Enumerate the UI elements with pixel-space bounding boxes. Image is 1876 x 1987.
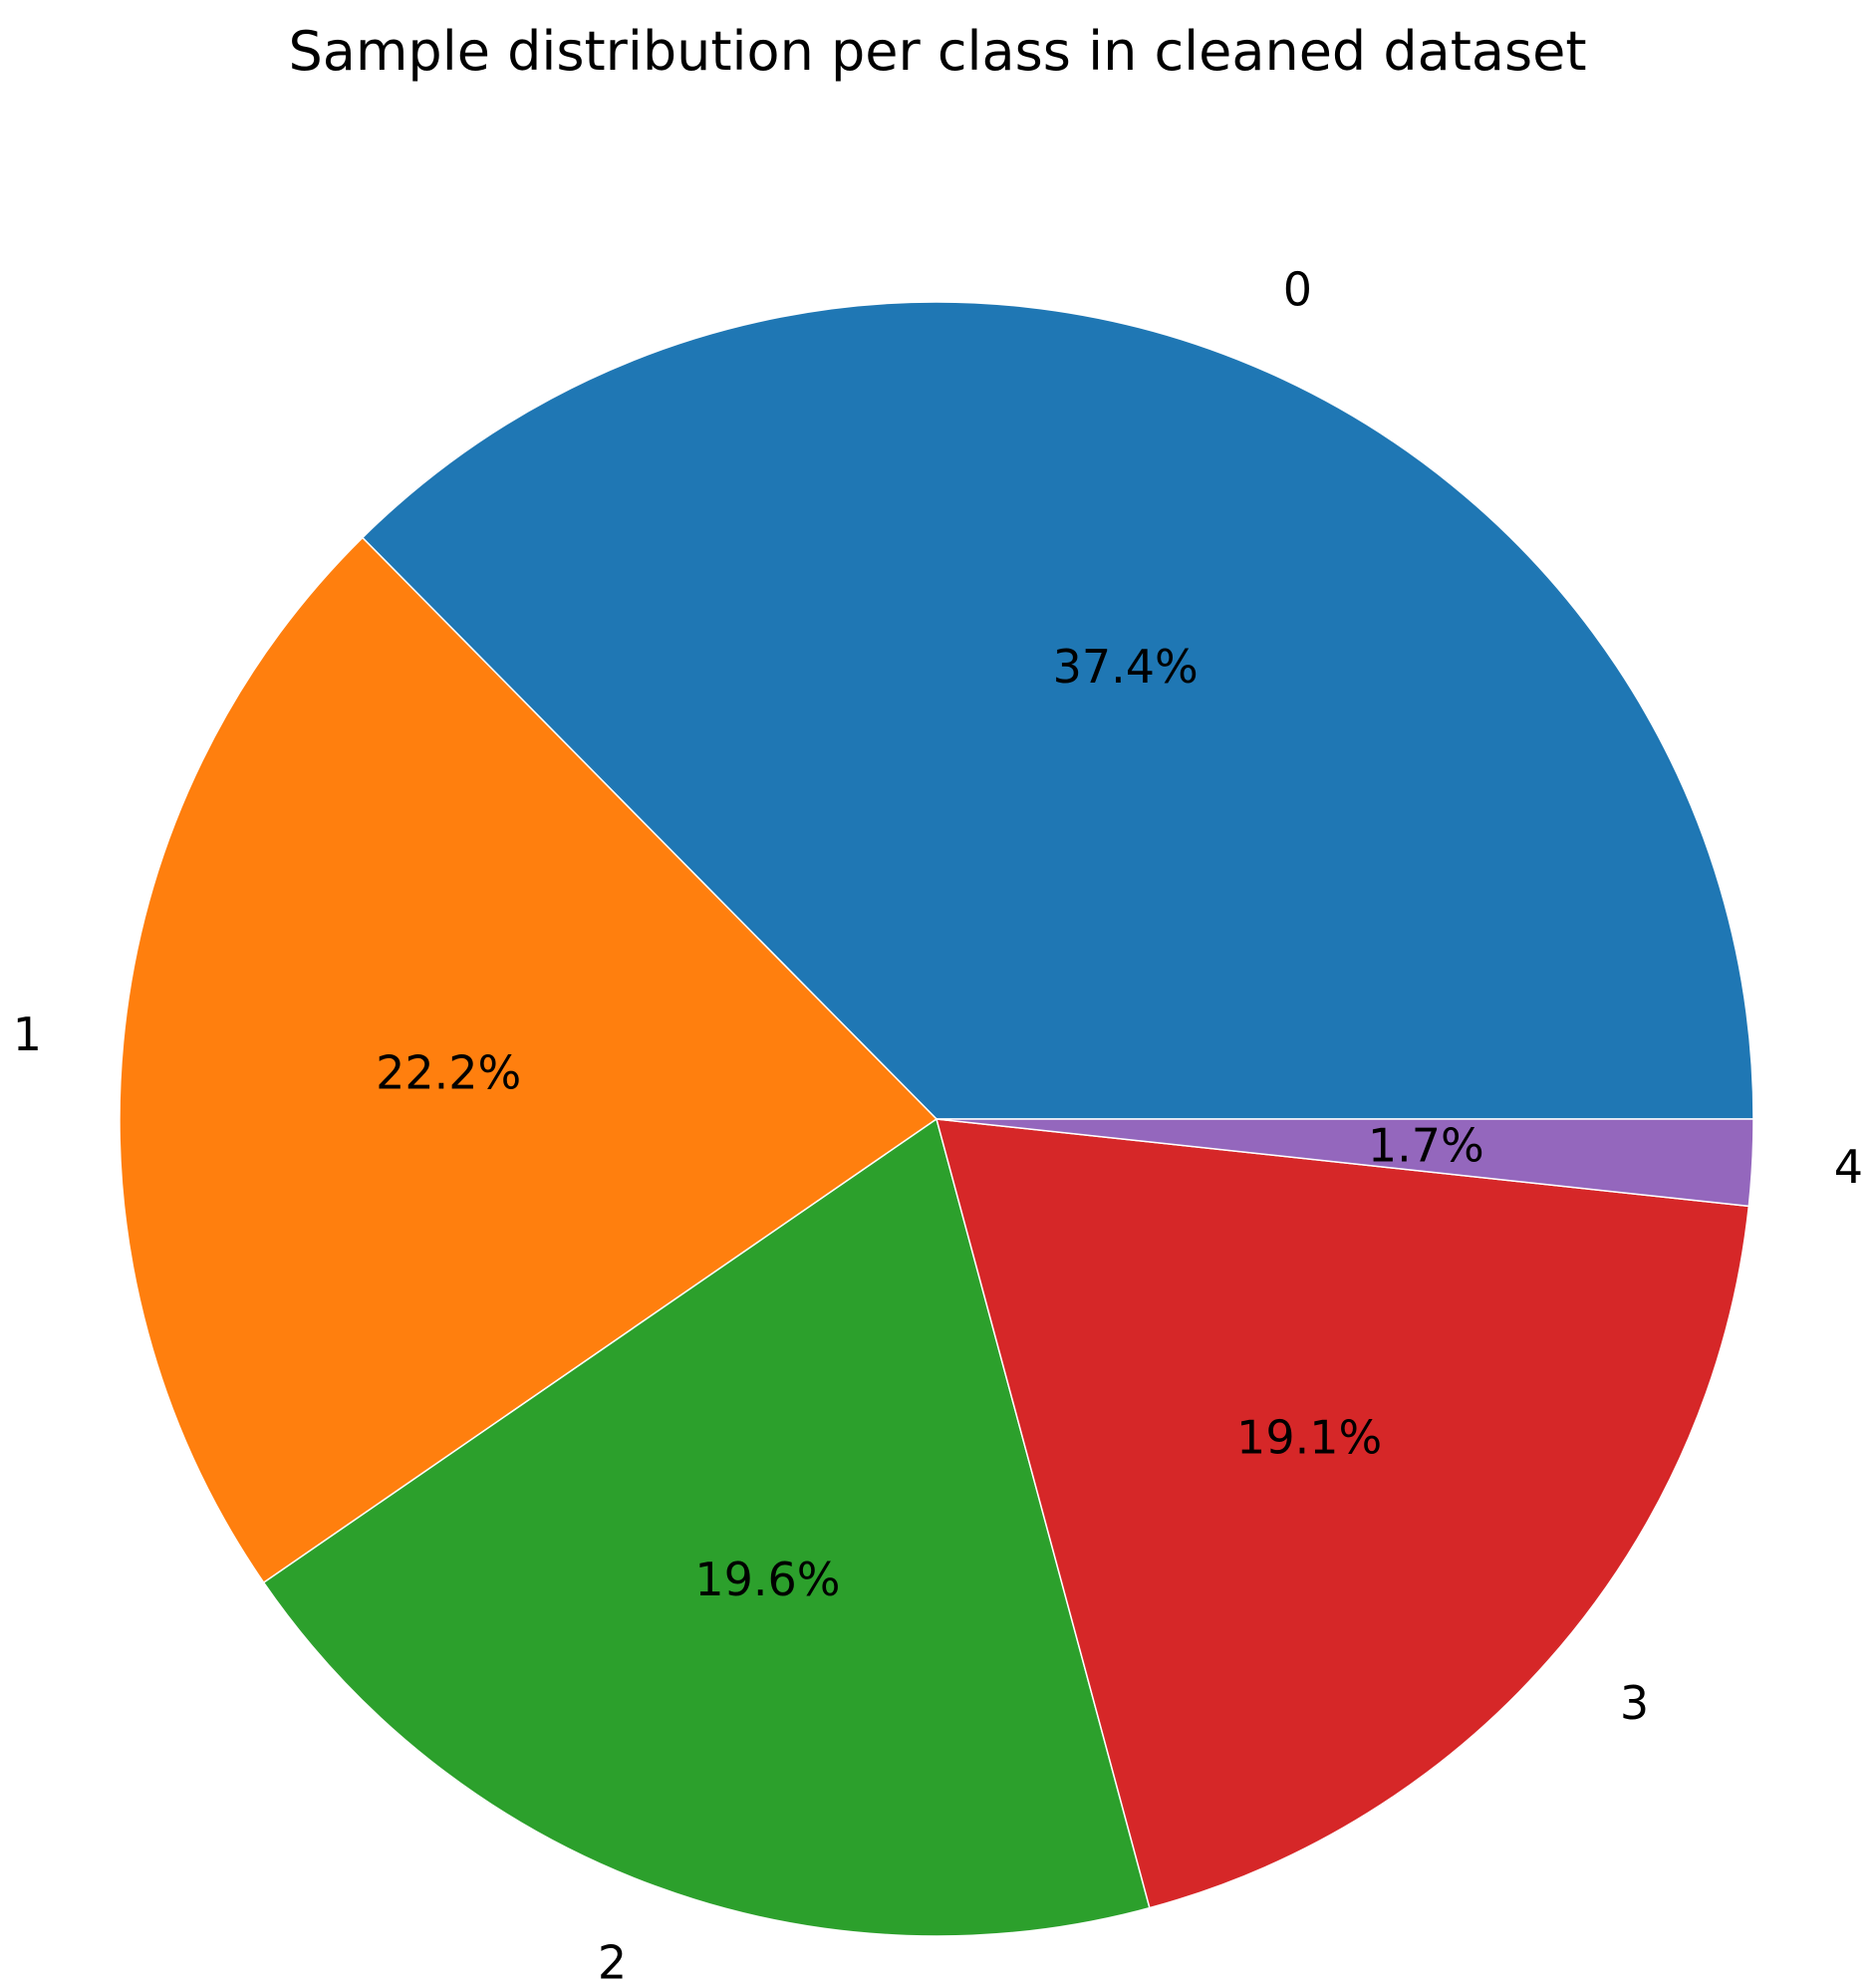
percent-label-2: 19.6%: [694, 1553, 840, 1606]
percent-label-1: 22.2%: [376, 1046, 521, 1100]
percent-label-4: 1.7%: [1368, 1118, 1484, 1172]
pie-slices: [119, 301, 1754, 1937]
category-label-2: 2: [598, 1936, 627, 1987]
category-label-1: 1: [13, 1007, 42, 1061]
pie-slice-4: [936, 1118, 1754, 1208]
percent-label-3: 19.1%: [1236, 1411, 1382, 1465]
chart-title: Sample distribution per class in cleaned…: [288, 20, 1586, 83]
category-label-0: 0: [1283, 263, 1312, 317]
pie-slice-1: [119, 536, 938, 1584]
pie-labels: 0 37.4% 1 22.2% 2 19.6% 3 19.1% 4 1.7%: [13, 263, 1863, 1987]
percent-label-0: 37.4%: [1053, 640, 1199, 694]
pie-slice-2: [262, 1117, 1151, 1937]
pie-slice-3: [935, 1118, 1750, 1909]
pie-slice-0: [361, 301, 1754, 1120]
category-label-3: 3: [1620, 1676, 1649, 1730]
category-label-4: 4: [1834, 1140, 1863, 1194]
